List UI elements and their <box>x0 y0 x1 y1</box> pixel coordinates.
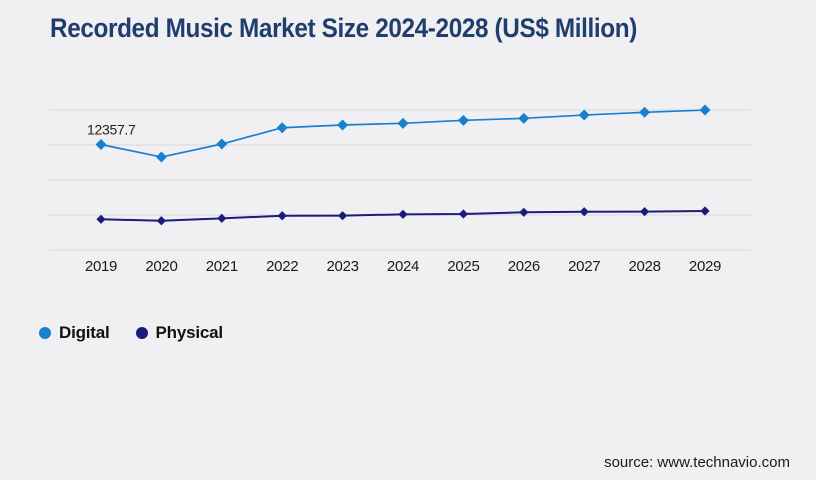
data-point-marker-physical <box>640 207 650 217</box>
data-point-marker-physical <box>458 209 468 219</box>
legend: Digital Physical <box>39 323 223 343</box>
x-axis-tick-label: 2019 <box>85 258 117 275</box>
x-axis-tick-label: 2028 <box>629 258 661 275</box>
digital-series-swatch-icon <box>39 327 51 339</box>
x-axis-tick-label: 2027 <box>568 258 600 275</box>
point-data-label: 12357.7 <box>87 122 136 138</box>
chart-title: Recorded Music Market Size 2024-2028 (US… <box>50 13 638 43</box>
data-point-marker-digital <box>457 114 469 126</box>
legend-item-digital[interactable]: Digital <box>39 323 110 343</box>
x-axis-tick-label: 2029 <box>689 258 721 275</box>
legend-label-physical: Physical <box>155 323 224 342</box>
data-point-marker-physical <box>156 216 166 226</box>
x-axis-tick-label: 2025 <box>447 258 479 275</box>
data-point-marker-physical <box>700 206 710 216</box>
data-point-marker-digital <box>518 112 530 124</box>
x-axis-tick-label: 2022 <box>266 258 298 275</box>
line-chart-canvas: 12357.7 2019 2020 2021 2022 2023 2024 2025 2026 2… <box>49 104 751 275</box>
series-line-digital <box>100 109 706 158</box>
legend-item-physical[interactable]: Physical <box>135 323 224 343</box>
data-point-marker-digital <box>699 104 711 116</box>
x-axis-tick-label: 2020 <box>145 258 177 275</box>
data-point-marker-digital <box>155 151 167 163</box>
data-point-marker-digital <box>639 106 651 118</box>
data-point-marker-physical <box>579 207 589 217</box>
x-axis-tick-label: 2026 <box>508 258 540 275</box>
physical-series-swatch-icon <box>135 327 148 339</box>
data-point-marker-digital <box>95 139 107 151</box>
data-point-marker-digital <box>276 122 288 134</box>
data-point-marker-digital <box>337 119 349 131</box>
source-attribution: source: www.technavio.com <box>604 454 790 471</box>
data-point-marker-physical <box>338 211 348 221</box>
data-point-marker-physical <box>217 213 227 223</box>
data-point-marker-physical <box>519 207 529 217</box>
data-point-marker-physical <box>277 211 287 221</box>
data-point-marker-digital <box>216 138 228 150</box>
data-point-marker-digital <box>397 117 409 129</box>
legend-label-digital: Digital <box>59 323 110 342</box>
x-axis-tick-label: 2024 <box>387 258 419 275</box>
data-point-marker-physical <box>398 209 408 219</box>
x-axis-tick-label: 2021 <box>206 258 238 275</box>
data-point-marker-physical <box>96 214 106 224</box>
data-point-marker-digital <box>578 109 590 121</box>
x-axis-tick-label: 2023 <box>327 258 359 275</box>
